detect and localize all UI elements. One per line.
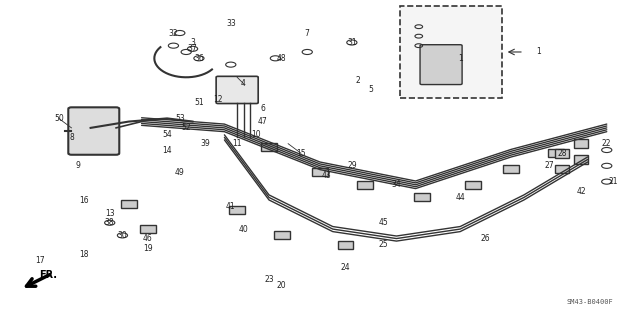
Bar	[121, 200, 137, 208]
Text: 1: 1	[537, 48, 541, 56]
Text: 53: 53	[175, 114, 185, 123]
Bar	[356, 181, 372, 189]
Text: 28: 28	[557, 149, 567, 158]
Text: 54: 54	[162, 130, 172, 139]
Text: 29: 29	[347, 161, 356, 170]
Text: 44: 44	[455, 193, 465, 202]
Text: SM43-B0400F: SM43-B0400F	[566, 299, 613, 305]
Text: 34: 34	[392, 180, 401, 189]
Text: 18: 18	[79, 250, 89, 259]
Bar	[503, 165, 519, 173]
Bar	[574, 155, 588, 164]
Bar	[465, 181, 481, 189]
Text: 43: 43	[321, 171, 332, 180]
Text: 30: 30	[118, 231, 127, 240]
Text: 46: 46	[143, 234, 153, 243]
FancyBboxPatch shape	[420, 45, 462, 85]
Text: 2: 2	[356, 76, 360, 85]
Text: 51: 51	[194, 98, 204, 107]
Text: 48: 48	[277, 54, 287, 63]
Text: 14: 14	[163, 145, 172, 154]
Bar	[229, 206, 245, 214]
Bar	[555, 165, 569, 174]
Text: 3: 3	[190, 38, 195, 47]
Text: 31: 31	[347, 38, 356, 47]
Bar	[548, 149, 564, 157]
Bar	[140, 225, 156, 233]
Text: 27: 27	[545, 161, 554, 170]
Text: 40: 40	[239, 225, 248, 234]
Text: 19: 19	[143, 243, 153, 253]
Text: 45: 45	[379, 218, 388, 227]
Bar	[555, 149, 569, 158]
FancyBboxPatch shape	[68, 107, 119, 155]
Text: 4: 4	[241, 79, 246, 88]
Text: 25: 25	[379, 241, 388, 249]
Text: 39: 39	[200, 139, 210, 148]
Text: 24: 24	[340, 263, 350, 271]
Text: 26: 26	[481, 234, 490, 243]
Text: 36: 36	[194, 54, 204, 63]
Text: 6: 6	[260, 104, 265, 113]
Text: 42: 42	[577, 187, 586, 196]
Text: 12: 12	[213, 95, 223, 104]
Text: 20: 20	[277, 281, 287, 291]
Bar	[574, 139, 588, 148]
Bar	[414, 194, 430, 201]
Text: 32: 32	[168, 28, 179, 38]
Text: 33: 33	[226, 19, 236, 28]
Text: 52: 52	[181, 123, 191, 132]
Text: 21: 21	[609, 177, 618, 186]
Bar	[261, 143, 277, 151]
Bar	[274, 232, 290, 239]
Text: 37: 37	[188, 44, 197, 53]
FancyBboxPatch shape	[216, 76, 258, 104]
Text: 49: 49	[175, 168, 185, 177]
Text: 10: 10	[252, 130, 261, 139]
Text: FR.: FR.	[40, 270, 58, 280]
Text: 11: 11	[232, 139, 242, 148]
Text: 17: 17	[35, 256, 44, 265]
Text: 38: 38	[105, 218, 115, 227]
Text: 23: 23	[264, 275, 274, 284]
Text: 41: 41	[226, 203, 236, 211]
Bar	[312, 168, 328, 176]
Text: 13: 13	[105, 209, 115, 218]
Text: 8: 8	[69, 133, 74, 142]
Text: 5: 5	[369, 85, 373, 94]
Text: 22: 22	[602, 139, 611, 148]
Text: 7: 7	[305, 28, 310, 38]
Text: 1: 1	[458, 54, 463, 63]
Text: 16: 16	[79, 196, 89, 205]
Text: 47: 47	[258, 117, 268, 126]
Bar	[337, 241, 353, 249]
Text: 15: 15	[296, 149, 306, 158]
FancyBboxPatch shape	[399, 6, 502, 98]
Text: 9: 9	[76, 161, 80, 170]
Text: 50: 50	[54, 114, 63, 123]
